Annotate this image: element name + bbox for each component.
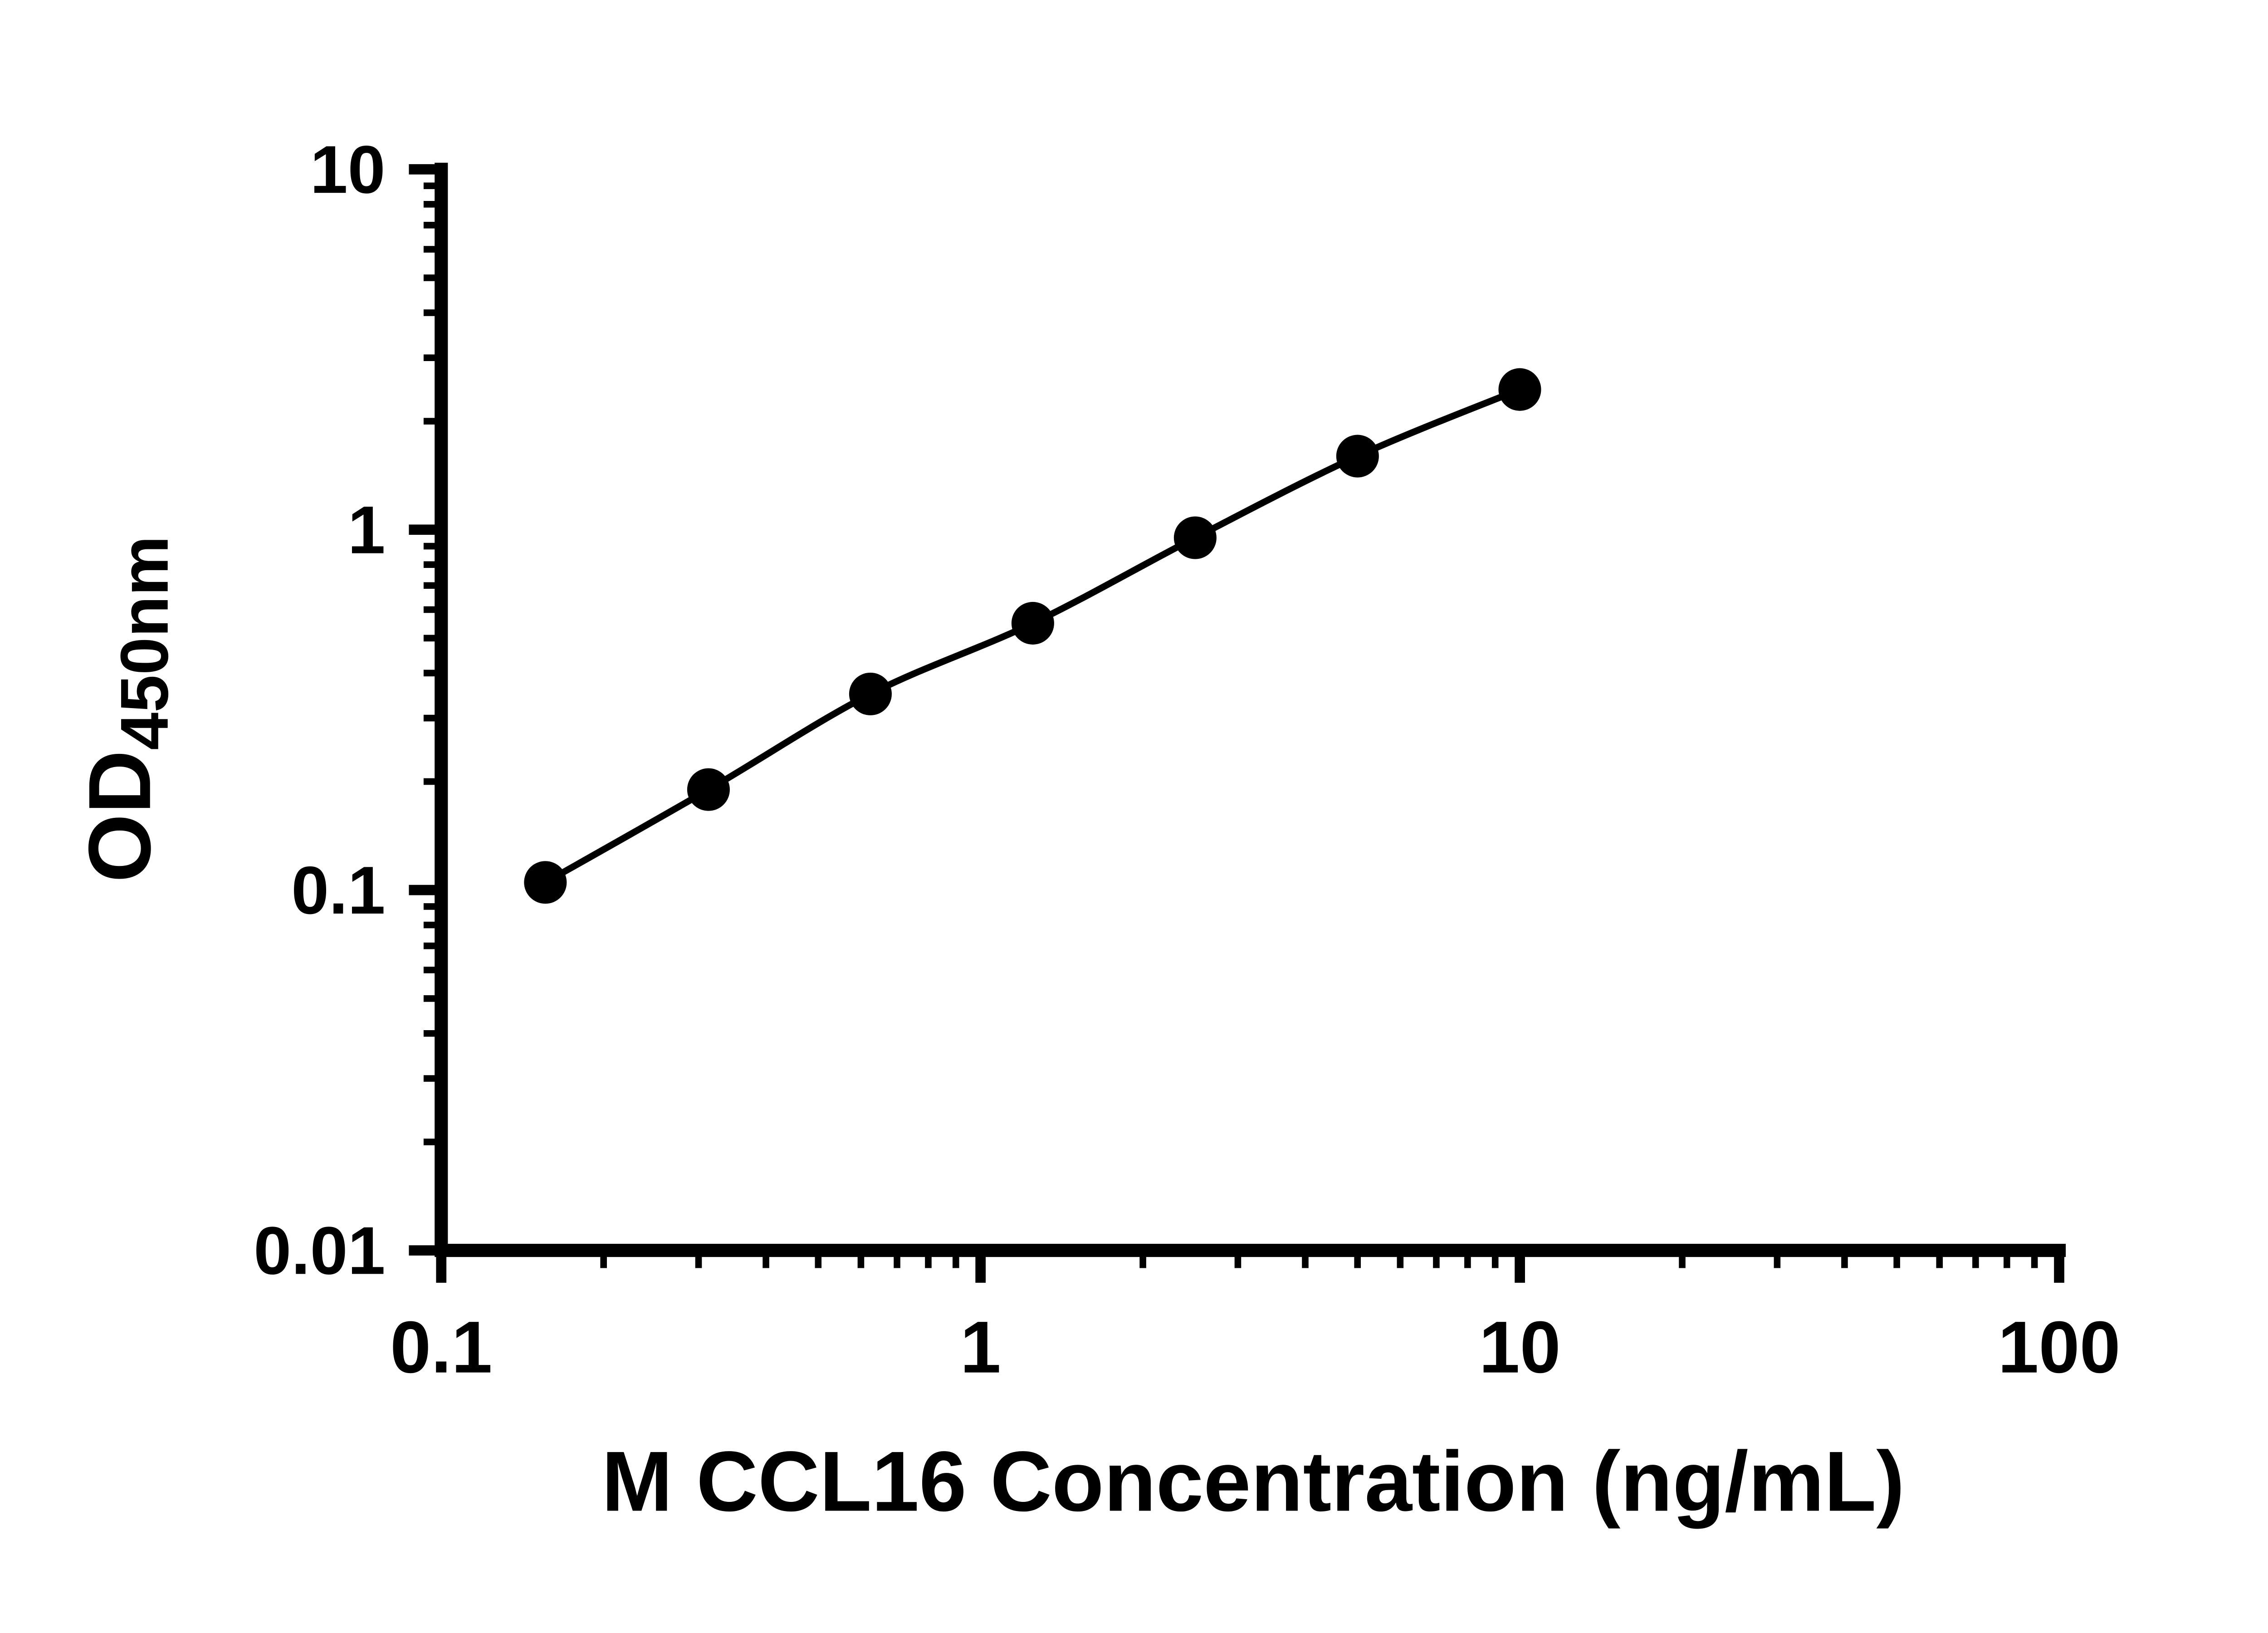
x-tick-label: 100 xyxy=(1998,1306,2120,1389)
data-point xyxy=(1173,516,1217,559)
data-point xyxy=(524,861,567,904)
axis-ticks xyxy=(409,164,2064,1283)
y-tick-label: 10 xyxy=(310,132,386,207)
data-point xyxy=(687,768,730,811)
y-tick-label: 1 xyxy=(348,492,386,568)
y-axis-title-main: OD xyxy=(71,750,169,883)
x-tick-label: 0.1 xyxy=(390,1306,492,1389)
data-series xyxy=(524,368,1541,904)
data-point xyxy=(1498,368,1541,411)
x-axis-title: M CCL16 Concentration (ng/mL) xyxy=(601,1433,1905,1529)
data-point xyxy=(849,672,892,715)
data-point xyxy=(1336,435,1379,478)
x-tick-label: 1 xyxy=(960,1306,1001,1389)
y-axis-title: OD450nm xyxy=(71,536,182,882)
axis-lines xyxy=(435,162,2066,1257)
data-point xyxy=(1011,601,1054,645)
y-axis-title-sub: 450nm xyxy=(107,536,182,750)
y-tick-label: 0.1 xyxy=(291,852,385,928)
y-tick-label: 0.01 xyxy=(254,1213,385,1288)
x-tick-label: 10 xyxy=(1479,1306,1560,1389)
